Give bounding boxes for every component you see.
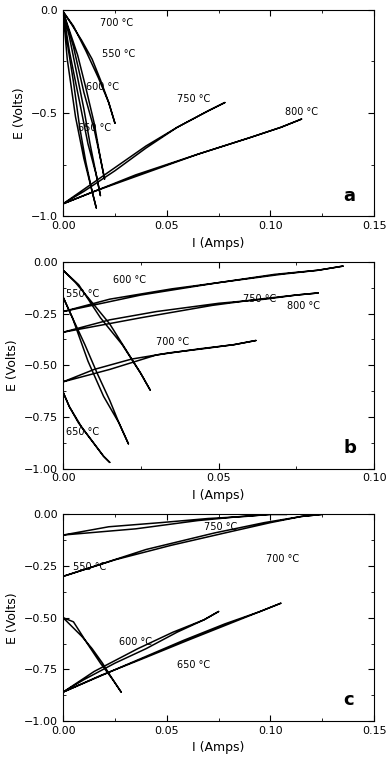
Text: 550 °C: 550 °C — [66, 289, 100, 299]
Text: b: b — [343, 439, 356, 457]
Text: 600 °C: 600 °C — [113, 274, 146, 284]
X-axis label: I (Amps): I (Amps) — [192, 742, 245, 755]
Text: 800 °C: 800 °C — [287, 302, 320, 312]
Text: 750 °C: 750 °C — [177, 94, 211, 104]
Y-axis label: E (Volts): E (Volts) — [5, 340, 18, 391]
X-axis label: I (Amps): I (Amps) — [192, 489, 245, 502]
Text: 650 °C: 650 °C — [78, 123, 111, 134]
Text: 700 °C: 700 °C — [156, 337, 190, 347]
Y-axis label: E (Volts): E (Volts) — [13, 87, 26, 138]
Text: 550 °C: 550 °C — [102, 49, 136, 59]
Text: 650 °C: 650 °C — [177, 660, 210, 670]
Y-axis label: E (Volts): E (Volts) — [5, 592, 18, 644]
Text: 650 °C: 650 °C — [66, 427, 99, 438]
Text: 750 °C: 750 °C — [204, 522, 237, 532]
Text: 700 °C: 700 °C — [100, 18, 134, 28]
Text: 600 °C: 600 °C — [119, 638, 152, 648]
Text: c: c — [343, 692, 354, 709]
Text: 750 °C: 750 °C — [243, 294, 277, 304]
Text: a: a — [343, 186, 355, 204]
Text: 700 °C: 700 °C — [266, 554, 299, 564]
Text: 600 °C: 600 °C — [86, 82, 119, 92]
X-axis label: I (Amps): I (Amps) — [192, 236, 245, 249]
Text: 800 °C: 800 °C — [285, 107, 318, 117]
Text: 550 °C: 550 °C — [73, 562, 107, 572]
